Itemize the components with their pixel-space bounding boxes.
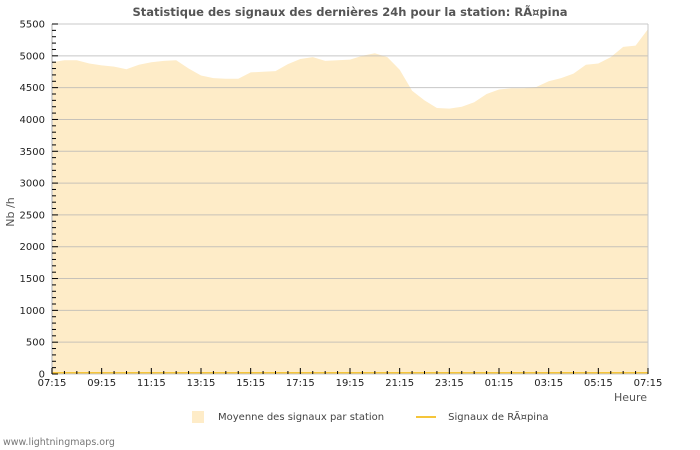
svg-text:07:15: 07:15 xyxy=(38,378,67,389)
svg-text:07:15: 07:15 xyxy=(634,378,663,389)
svg-text:3000: 3000 xyxy=(20,179,45,190)
svg-text:2500: 2500 xyxy=(20,210,45,221)
svg-text:19:15: 19:15 xyxy=(336,378,365,389)
svg-text:13:15: 13:15 xyxy=(187,378,216,389)
average-signals-area xyxy=(52,29,648,374)
svg-text:21:15: 21:15 xyxy=(385,378,414,389)
x-axis-ticks: 07:15 09:15 11:15 13:15 15:15 17:15 19:15 21:15… xyxy=(38,368,663,389)
svg-text:23:15: 23:15 xyxy=(435,378,464,389)
svg-text:0: 0 xyxy=(39,370,45,381)
x-axis-label: Heure xyxy=(614,391,647,404)
y-axis-ticks: 0 500 1000 1500 2000 2500 3000 3500 4000 4500 5000… xyxy=(20,20,58,381)
svg-text:05:15: 05:15 xyxy=(584,378,613,389)
footer-site-link[interactable]: www.lightningmaps.org xyxy=(3,437,115,448)
svg-text:1500: 1500 xyxy=(20,274,45,285)
legend: Moyenne des signaux par station Signaux … xyxy=(192,411,549,423)
svg-text:3500: 3500 xyxy=(20,147,45,158)
svg-text:500: 500 xyxy=(26,338,45,349)
legend-area-label: Moyenne des signaux par station xyxy=(218,411,385,423)
svg-text:03:15: 03:15 xyxy=(534,378,563,389)
legend-line-label: Signaux de RÃ¤pina xyxy=(448,411,549,423)
svg-text:17:15: 17:15 xyxy=(286,378,315,389)
svg-text:4500: 4500 xyxy=(20,83,45,94)
svg-text:11:15: 11:15 xyxy=(137,378,166,389)
svg-text:4000: 4000 xyxy=(20,115,45,126)
svg-text:1000: 1000 xyxy=(20,306,45,317)
legend-area-swatch xyxy=(192,411,204,423)
svg-text:5500: 5500 xyxy=(20,20,45,31)
svg-text:5000: 5000 xyxy=(20,51,45,62)
svg-text:09:15: 09:15 xyxy=(87,378,116,389)
legend-line-swatch xyxy=(416,416,437,418)
chart-title: Statistique des signaux des dernières 24… xyxy=(132,5,568,19)
svg-text:01:15: 01:15 xyxy=(485,378,514,389)
svg-text:15:15: 15:15 xyxy=(236,378,265,389)
svg-text:2000: 2000 xyxy=(20,242,45,253)
y-axis-label: Nb /h xyxy=(4,197,17,226)
